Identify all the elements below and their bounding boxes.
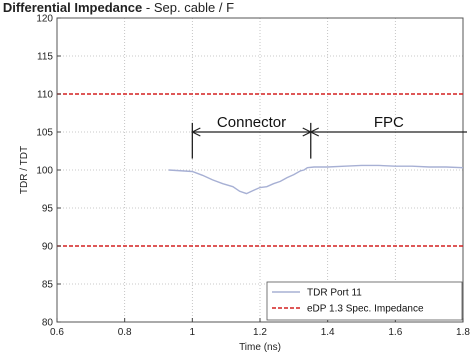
y-tick-label: 80 <box>42 318 54 329</box>
x-tick-label: 1.4 <box>321 327 335 338</box>
annotations: Connector FPC <box>192 114 467 159</box>
x-tick-labels: 0.6 0.8 1 1.2 1.4 1.6 1.8 <box>50 318 470 338</box>
x-axis-label: Time (ns) <box>239 342 281 352</box>
legend: TDR Port 11 eDP 1.3 Spec. Impedance <box>267 282 462 320</box>
y-tick-label: 95 <box>42 204 54 215</box>
x-tick-label: 0.8 <box>118 327 132 338</box>
y-tick-label: 105 <box>36 128 53 139</box>
chart-title-bold: s Differential Impedance <box>0 0 142 15</box>
y-tick-label: 110 <box>37 90 53 101</box>
y-tick-label: 120 <box>36 14 53 25</box>
y-tick-label: 85 <box>42 280 54 291</box>
chart-title: s Differential Impedance - Sep. cable / … <box>0 0 234 15</box>
chart-title-rest: - Sep. cable / F <box>142 0 234 15</box>
y-tick-label: 90 <box>42 242 54 253</box>
legend-label: eDP 1.3 Spec. Impedance <box>307 304 424 315</box>
connector-label: Connector <box>217 114 286 131</box>
y-axis-label: TDR / TDT <box>19 146 30 194</box>
y-tick-label: 115 <box>37 52 53 63</box>
fpc-label: FPC <box>374 114 404 131</box>
x-tick-label: 1.8 <box>456 327 470 338</box>
grid-lines <box>57 18 463 322</box>
x-tick-label: 1 <box>190 327 196 338</box>
x-tick-label: 1.2 <box>253 327 267 338</box>
x-tick-label: 0.6 <box>50 327 64 338</box>
legend-label: TDR Port 11 <box>307 288 362 299</box>
x-tick-label: 1.6 <box>388 327 402 338</box>
y-tick-label: 100 <box>36 166 53 177</box>
